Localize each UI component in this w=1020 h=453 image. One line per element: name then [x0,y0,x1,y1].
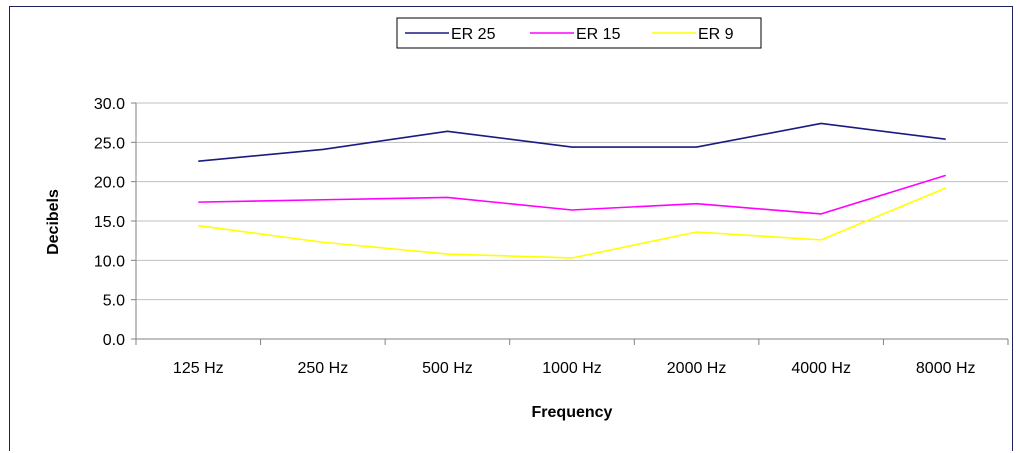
x-tick-label: 8000 Hz [916,360,976,377]
x-tick-label: 250 Hz [298,360,349,377]
x-axis-ticks: 125 Hz 250 Hz 500 Hz 1000 Hz 2000 Hz 4000 Hz 8… [135,339,1009,377]
y-tick-label: 10.0 [94,253,125,270]
legend-box [396,17,762,49]
y-axis-ticks: 0.0 5.0 10.0 15.0 20.0 25.0 30.0 [94,96,136,349]
x-tick-label: 4000 Hz [791,360,851,377]
y-axis-title: Decibels [45,189,62,255]
y-tick-label: 30.0 [94,96,125,113]
legend: ER 25 ER 15 ER 9 [396,17,762,49]
series-line-3 [198,187,947,259]
legend-label: ER 9 [698,26,734,43]
series-line-2 [198,174,946,215]
series-lines [198,122,947,259]
y-tick-label: 5.0 [103,293,125,310]
gridlines [136,102,1008,301]
x-tick-label: 500 Hz [422,360,473,377]
legend-label: ER 15 [576,26,621,43]
chart-frame [9,6,1013,451]
x-tick-label: 1000 Hz [542,360,602,377]
y-tick-label: 25.0 [94,135,125,152]
y-tick-label: 20.0 [94,175,125,192]
y-tick-label: 0.0 [103,332,125,349]
y-tick-label: 15.0 [94,214,125,231]
x-axis-title: Frequency [532,404,613,421]
x-tick-label: 125 Hz [173,360,224,377]
legend-label: ER 25 [451,26,496,43]
series-line-1 [198,122,946,163]
x-tick-label: 2000 Hz [667,360,727,377]
